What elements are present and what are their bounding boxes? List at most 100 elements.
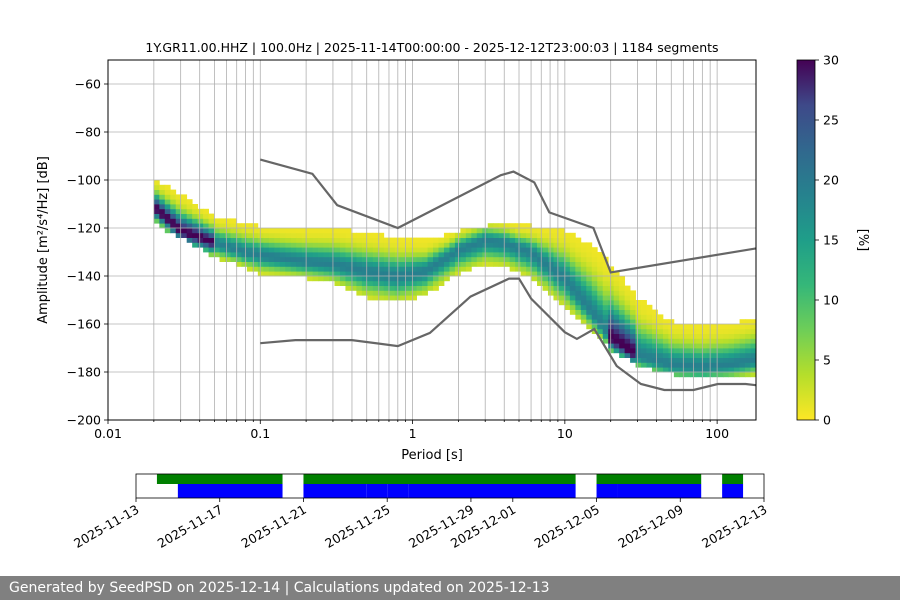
psd-cell bbox=[662, 319, 669, 325]
psd-cell bbox=[372, 266, 379, 272]
psd-cell bbox=[197, 213, 204, 219]
psd-cell bbox=[580, 319, 587, 325]
psd-cell bbox=[225, 223, 231, 229]
psd-cell bbox=[416, 237, 423, 243]
psd-cell bbox=[558, 247, 565, 253]
psd-cell bbox=[564, 304, 571, 310]
psd-cell bbox=[646, 328, 653, 334]
psd-cell bbox=[547, 247, 554, 253]
psd-cell bbox=[657, 319, 664, 325]
psd-cell bbox=[427, 285, 434, 291]
psd-cell bbox=[723, 333, 730, 339]
psd-cell bbox=[383, 280, 390, 286]
psd-cell bbox=[734, 324, 740, 330]
psd-cell bbox=[531, 237, 538, 243]
psd-cell bbox=[662, 338, 669, 344]
psd-cell bbox=[214, 228, 220, 234]
psd-cell bbox=[750, 328, 756, 334]
psd-cell bbox=[411, 261, 417, 267]
psd-cell bbox=[526, 256, 532, 262]
psd-cell bbox=[427, 237, 434, 243]
psd-cell bbox=[416, 290, 423, 296]
psd-cell bbox=[372, 242, 379, 248]
psd-cell bbox=[443, 271, 450, 277]
psd-cell bbox=[372, 276, 379, 282]
psd-cell bbox=[307, 271, 313, 277]
psd-cell bbox=[400, 271, 407, 277]
psd-cell bbox=[487, 252, 494, 258]
psd-cell bbox=[553, 276, 560, 282]
psd-cell bbox=[575, 300, 582, 306]
psd-cell bbox=[307, 276, 313, 282]
psd-cell bbox=[679, 362, 686, 368]
psd-cell bbox=[307, 242, 313, 248]
psd-cell bbox=[553, 290, 560, 296]
psd-cell bbox=[717, 367, 724, 373]
psd-cell bbox=[235, 232, 242, 238]
psd-cell bbox=[608, 338, 615, 344]
psd-cell bbox=[197, 208, 204, 214]
psd-cell bbox=[750, 348, 756, 354]
psd-cell bbox=[553, 237, 560, 243]
psd-cell bbox=[717, 362, 724, 368]
psd-cell bbox=[454, 271, 461, 277]
psd-cell bbox=[547, 242, 554, 248]
psd-cell bbox=[246, 223, 253, 229]
psd-cell bbox=[657, 352, 664, 358]
psd-cell bbox=[646, 348, 653, 354]
psd-cell bbox=[717, 352, 724, 358]
psd-cell bbox=[235, 256, 242, 262]
psd-cell bbox=[586, 256, 593, 262]
psd-cell bbox=[684, 324, 691, 330]
psd-cell bbox=[208, 247, 215, 253]
psd-cell bbox=[400, 247, 407, 253]
psd-cell bbox=[739, 343, 746, 349]
psd-cell bbox=[520, 247, 527, 253]
psd-cell bbox=[613, 280, 620, 286]
psd-cell bbox=[334, 271, 341, 277]
psd-cell bbox=[329, 237, 335, 243]
psd-cell bbox=[526, 223, 532, 229]
psd-cell bbox=[695, 367, 702, 373]
psd-cell bbox=[318, 232, 324, 238]
psd-cell bbox=[203, 223, 209, 229]
psd-cell bbox=[739, 357, 746, 363]
psd-cell bbox=[547, 256, 554, 262]
psd-cell bbox=[197, 218, 204, 224]
psd-cell bbox=[356, 242, 363, 248]
psd-cell bbox=[405, 285, 412, 291]
psd-cell bbox=[734, 333, 740, 339]
psd-cell bbox=[159, 194, 166, 200]
psd-cell bbox=[586, 271, 593, 277]
psd-cell bbox=[531, 252, 538, 258]
psd-cell bbox=[728, 324, 735, 330]
psd-cell bbox=[197, 237, 204, 243]
psd-cell bbox=[356, 276, 363, 282]
psd-cell bbox=[170, 208, 177, 214]
psd-cell bbox=[405, 290, 412, 296]
psd-cell bbox=[372, 237, 379, 243]
psd-cell bbox=[575, 309, 582, 315]
psd-cell bbox=[591, 295, 598, 301]
psd-cell bbox=[487, 256, 494, 262]
psd-cell bbox=[739, 372, 746, 378]
x-tick-label: 100 bbox=[705, 426, 729, 441]
psd-cell bbox=[662, 333, 669, 339]
psd-cell bbox=[679, 372, 686, 378]
psd-cell bbox=[558, 300, 565, 306]
psd-cell bbox=[619, 285, 626, 291]
psd-cell bbox=[493, 228, 500, 234]
psd-cell bbox=[323, 242, 330, 248]
psd-cell bbox=[389, 237, 396, 243]
psd-cell bbox=[378, 261, 385, 267]
psd-cell bbox=[252, 228, 259, 234]
psd-cell bbox=[542, 266, 549, 272]
psd-cell bbox=[383, 247, 390, 253]
psd-cell bbox=[630, 357, 636, 363]
psd-cell bbox=[526, 247, 532, 253]
psd-cell bbox=[580, 252, 587, 258]
psd-cell bbox=[526, 266, 532, 272]
psd-cell bbox=[520, 261, 527, 267]
psd-cell bbox=[657, 343, 664, 349]
psd-cell bbox=[389, 276, 396, 282]
